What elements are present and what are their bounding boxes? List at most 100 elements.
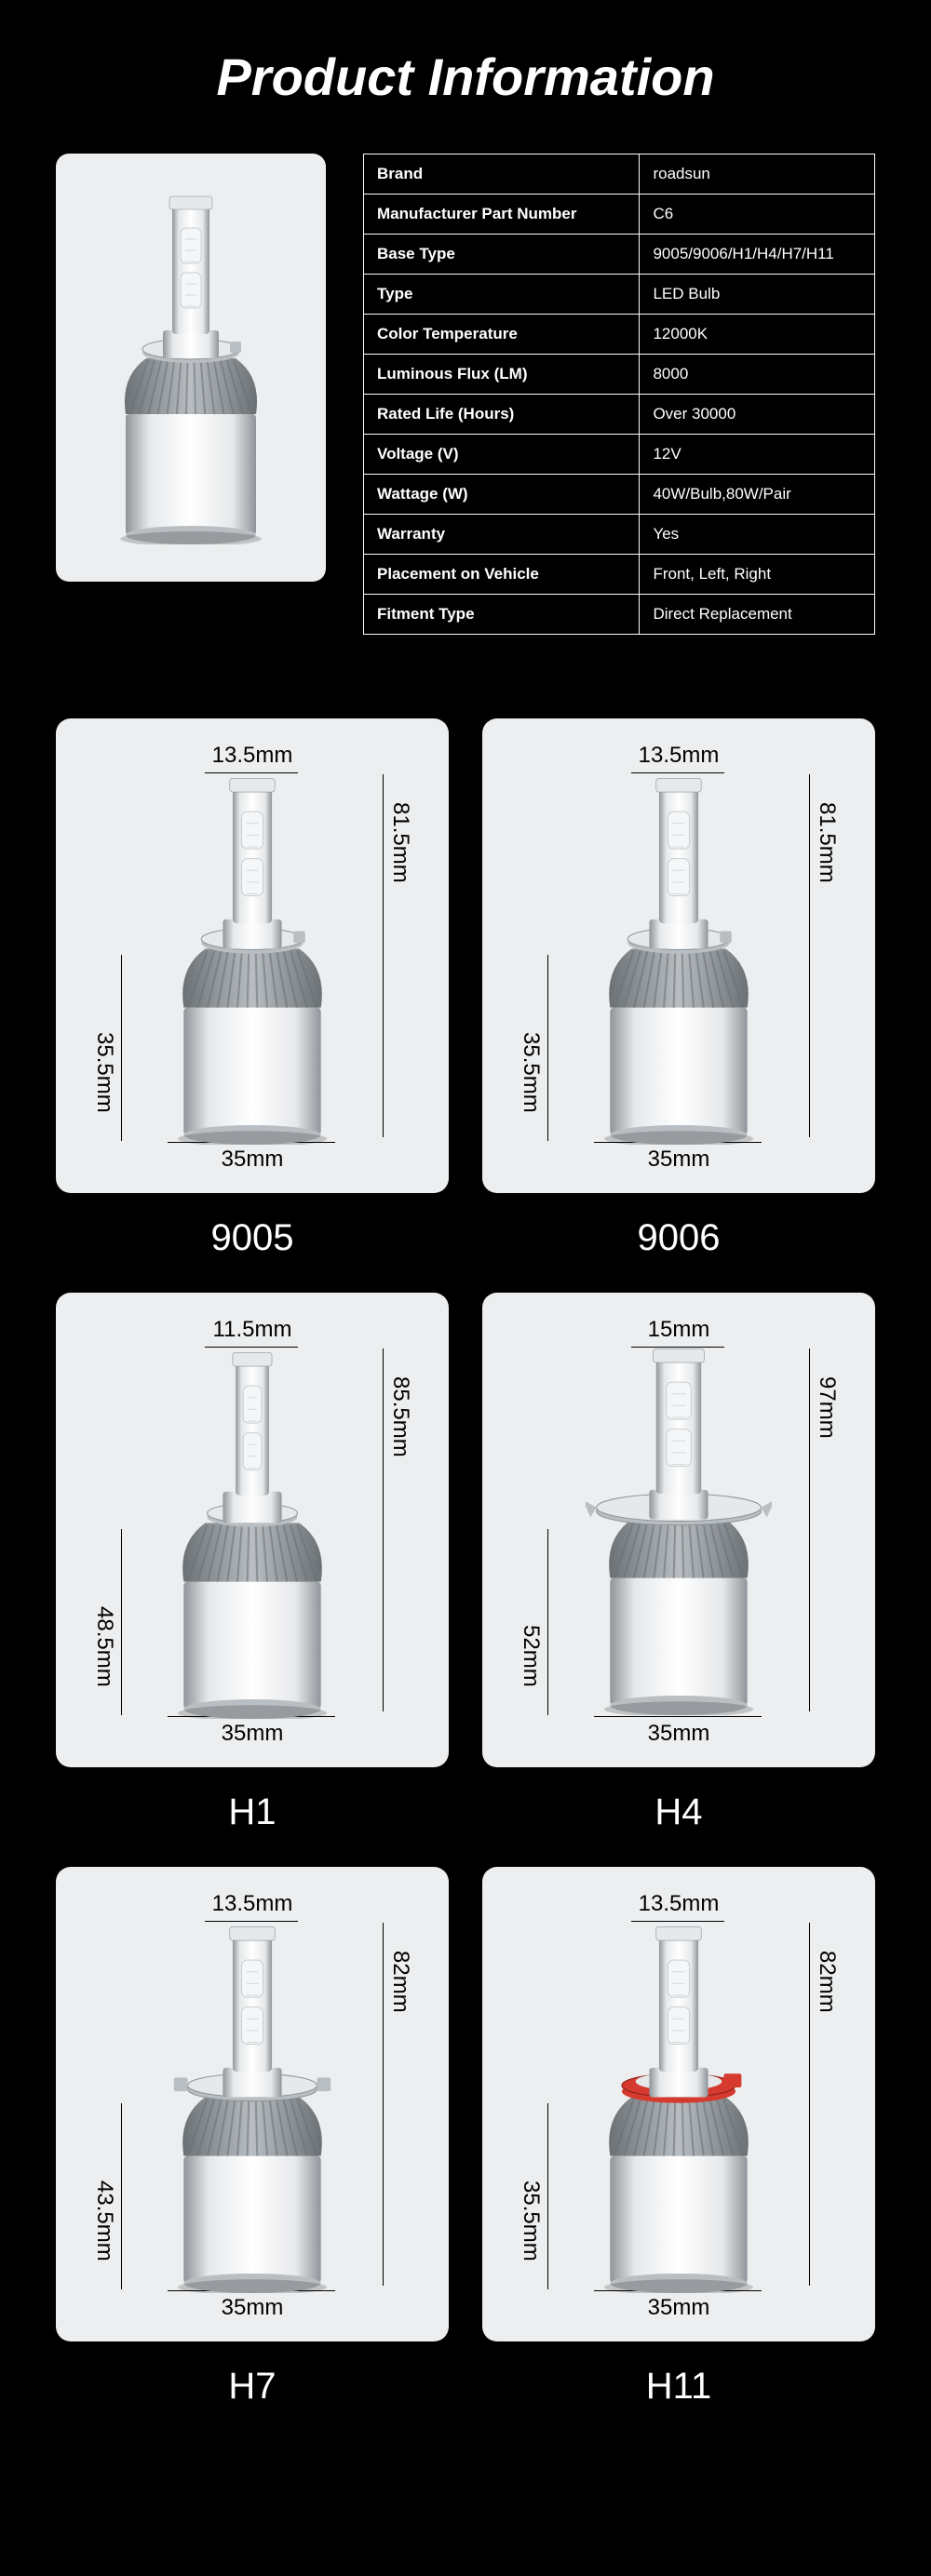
dim-left: 43.5mm: [91, 2180, 117, 2261]
dim-bottom: 35mm: [56, 1147, 449, 1173]
dim-line-right: [383, 774, 384, 1137]
spec-row: Voltage (V)12V: [364, 435, 875, 475]
bulb-card: 13.5mm 35mm 43.5mm 82mm: [56, 1867, 449, 2341]
spec-label: Type: [364, 275, 640, 315]
spec-row: Brandroadsun: [364, 154, 875, 195]
hero-bulb-image: [107, 191, 275, 544]
spec-row: Luminous Flux (LM)8000: [364, 355, 875, 395]
spec-label: Luminous Flux (LM): [364, 355, 640, 395]
bulb-image: [159, 772, 345, 1145]
bulb-card: 13.5mm 35mm 35.5mm 81.5mm: [56, 718, 449, 1193]
dim-bottom: 35mm: [482, 1721, 875, 1747]
spec-value: Over 30000: [640, 395, 875, 435]
bulb-card: 11.5mm 35mm 48.5mm 85.5mm: [56, 1293, 449, 1767]
dim-line-left: [547, 955, 548, 1141]
dim-left: 35.5mm: [518, 1032, 544, 1113]
bulb-cell: 13.5mm35mm35.5mm82mmH11: [482, 1867, 875, 2408]
bulb-card: 15mm 35mm 52mm 97mm: [482, 1293, 875, 1767]
spec-label: Placement on Vehicle: [364, 555, 640, 595]
dim-bottom: 35mm: [56, 2295, 449, 2321]
dim-left: 52mm: [518, 1625, 544, 1687]
dim-line-left: [121, 2103, 122, 2289]
dim-line-right: [809, 1348, 810, 1711]
spec-value: LED Bulb: [640, 275, 875, 315]
dim-line-left: [121, 955, 122, 1141]
bulb-cell: 13.5mm35mm35.5mm81.5mm9006: [482, 718, 875, 1259]
hero-product-card: [56, 154, 326, 582]
dim-top: 13.5mm: [482, 743, 875, 769]
dim-line-bottom: [594, 1716, 762, 1717]
spec-row: Base Type9005/9006/H1/H4/H7/H11: [364, 235, 875, 275]
page-title: Product Information: [56, 47, 875, 107]
dim-left: 35.5mm: [518, 2180, 544, 2261]
spec-value: 12V: [640, 435, 875, 475]
bulb-cell: 11.5mm 35mm 48.5mm 85.5mm H1: [56, 1293, 449, 1833]
spec-label: Warranty: [364, 515, 640, 555]
spec-label: Manufacturer Part Number: [364, 195, 640, 235]
dim-line-left: [121, 1529, 122, 1715]
dim-right: 82mm: [814, 1951, 840, 2013]
dim-line-right: [809, 1923, 810, 2286]
dim-right: 82mm: [387, 1951, 413, 2013]
spec-label: Brand: [364, 154, 640, 195]
spec-value: 12000K: [640, 315, 875, 355]
dim-line-right: [383, 1923, 384, 2286]
bulb-name-label: 9005: [56, 1217, 449, 1259]
bulb-name-label: H1: [56, 1791, 449, 1833]
bulb-name-label: H11: [482, 2366, 875, 2408]
dim-line-left: [547, 1529, 548, 1715]
spec-label: Color Temperature: [364, 315, 640, 355]
bulb-name-label: 9006: [482, 1217, 875, 1259]
spec-value: roadsun: [640, 154, 875, 195]
spec-row: Manufacturer Part NumberC6: [364, 195, 875, 235]
dim-right: 81.5mm: [387, 802, 413, 883]
spec-value: 40W/Bulb,80W/Pair: [640, 475, 875, 515]
dim-line-right: [809, 774, 810, 1137]
dim-line-right: [383, 1348, 384, 1711]
top-section: BrandroadsunManufacturer Part NumberC6Ba…: [56, 154, 875, 635]
bulb-image: [586, 1343, 772, 1715]
bulb-card: 13.5mm35mm35.5mm82mm: [482, 1867, 875, 2341]
dim-top: 11.5mm: [56, 1317, 449, 1343]
spec-value: Direct Replacement: [640, 595, 875, 635]
dim-line-left: [547, 2103, 548, 2289]
spec-label: Fitment Type: [364, 595, 640, 635]
dim-left: 48.5mm: [91, 1606, 117, 1687]
bulb-cell: 13.5mm 35mm 35.5mm 81.5mm 9005: [56, 718, 449, 1259]
spec-label: Rated Life (Hours): [364, 395, 640, 435]
spec-row: Placement on VehicleFront, Left, Right: [364, 555, 875, 595]
dim-right: 85.5mm: [387, 1376, 413, 1457]
bulb-cell: 13.5mm 35mm 43.5mm 82mm H7: [56, 1867, 449, 2408]
bulb-card: 13.5mm35mm35.5mm81.5mm: [482, 718, 875, 1193]
spec-label: Voltage (V): [364, 435, 640, 475]
spec-row: Rated Life (Hours)Over 30000: [364, 395, 875, 435]
spec-row: WarrantyYes: [364, 515, 875, 555]
spec-value: Yes: [640, 515, 875, 555]
bulb-image: [159, 1921, 345, 2293]
dim-top: 13.5mm: [56, 743, 449, 769]
spec-value: 9005/9006/H1/H4/H7/H11: [640, 235, 875, 275]
dim-right: 97mm: [814, 1376, 840, 1439]
bulb-name-label: H7: [56, 2366, 449, 2408]
spec-label: Base Type: [364, 235, 640, 275]
dim-top: 13.5mm: [482, 1891, 875, 1917]
bulb-cell: 15mm35mm52mm97mmH4: [482, 1293, 875, 1833]
bulb-image: [586, 772, 772, 1145]
spec-label: Wattage (W): [364, 475, 640, 515]
dim-right: 81.5mm: [814, 802, 840, 883]
bulb-image: [159, 1347, 345, 1719]
spec-table: BrandroadsunManufacturer Part NumberC6Ba…: [363, 154, 875, 635]
spec-row: Fitment TypeDirect Replacement: [364, 595, 875, 635]
spec-row: TypeLED Bulb: [364, 275, 875, 315]
dim-left: 35.5mm: [91, 1032, 117, 1113]
bulb-grid: 13.5mm 35mm 35.5mm 81.5mm 9005 13.5mm 35mm 35.5…: [56, 718, 875, 2408]
dim-top: 13.5mm: [56, 1891, 449, 1917]
spec-value: 8000: [640, 355, 875, 395]
spec-value: C6: [640, 195, 875, 235]
dim-bottom: 35mm: [56, 1721, 449, 1747]
spec-row: Color Temperature12000K: [364, 315, 875, 355]
dim-top: 15mm: [482, 1317, 875, 1343]
spec-value: Front, Left, Right: [640, 555, 875, 595]
bulb-image: [586, 1921, 772, 2293]
spec-row: Wattage (W)40W/Bulb,80W/Pair: [364, 475, 875, 515]
